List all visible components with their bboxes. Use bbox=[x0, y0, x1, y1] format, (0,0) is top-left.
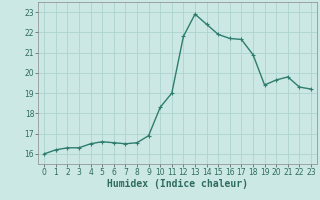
X-axis label: Humidex (Indice chaleur): Humidex (Indice chaleur) bbox=[107, 179, 248, 189]
